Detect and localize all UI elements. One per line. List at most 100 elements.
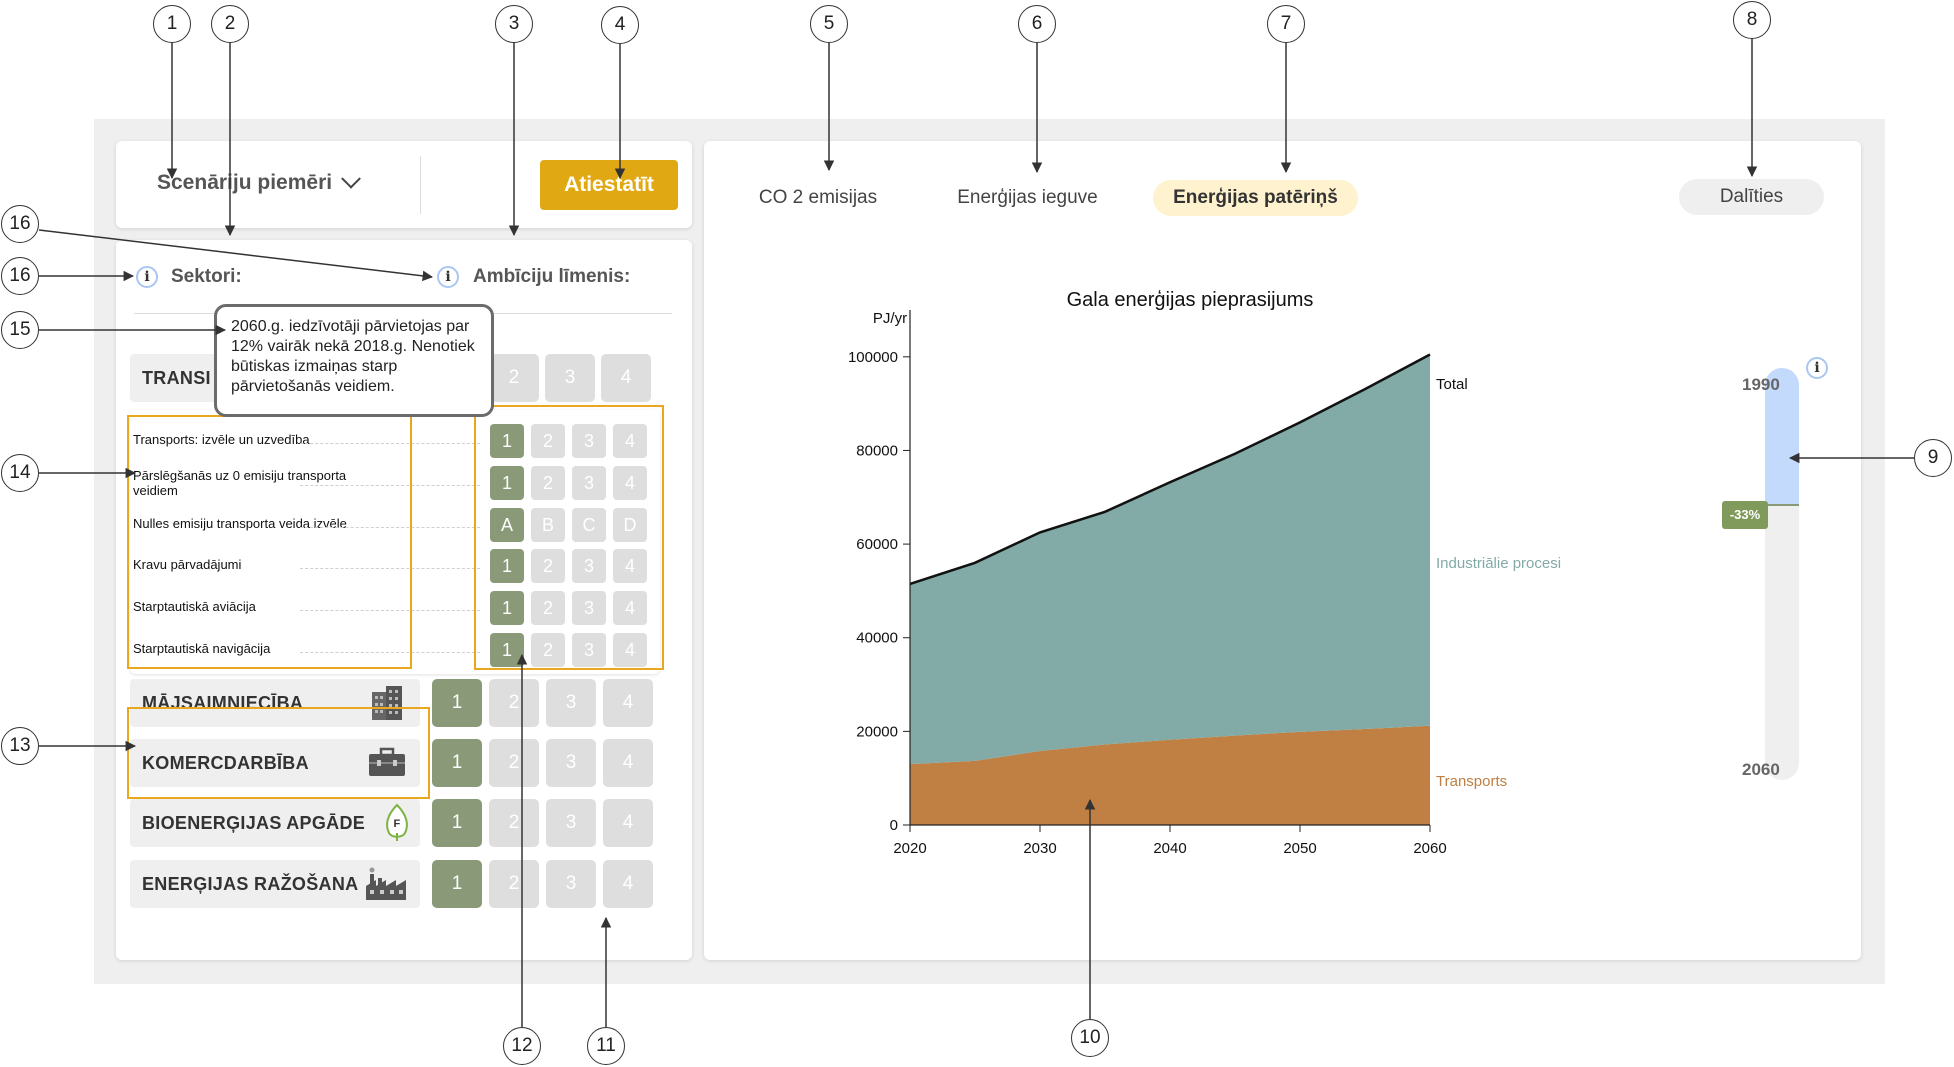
subitem-dotted-line [300, 443, 480, 444]
transport-subitem-level[interactable]: 3 [572, 633, 606, 667]
callout-marker: 9 [1914, 439, 1952, 477]
industry-area [910, 354, 1430, 765]
scenario-dropdown[interactable]: Scenāriju piemēri [157, 168, 361, 195]
sector-level-button[interactable]: 4 [603, 860, 653, 908]
sector-bioenergy-button[interactable]: BIOENERĢIJAS APGĀDE F [130, 799, 420, 847]
transport-subitem-level[interactable]: 2 [531, 633, 565, 667]
transport-subitem-level[interactable]: 2 [531, 466, 565, 500]
callout-marker: 10 [1071, 1019, 1109, 1057]
scenario-dropdown-label: Scenāriju piemēri [157, 171, 333, 194]
transport-subitem-level[interactable]: 4 [613, 549, 647, 583]
x-tick-label: 2020 [893, 840, 926, 857]
transport-subitem-level[interactable]: 4 [613, 424, 647, 458]
subitem-dotted-line [300, 610, 480, 611]
sector-level-button[interactable]: 1 [432, 679, 482, 727]
legend-total: Total [1436, 376, 1468, 393]
callout-marker: 1 [153, 5, 191, 43]
divider [420, 156, 421, 214]
transport-subitem-level[interactable]: D [613, 508, 647, 542]
reset-button[interactable]: Atiestatīt [540, 160, 678, 210]
transport-subitem-level[interactable]: A [490, 508, 524, 542]
transport-subitem-level[interactable]: 1 [490, 424, 524, 458]
sector-commerce-button[interactable]: KOMERCDARBĪBA [130, 739, 420, 787]
sector-level-button[interactable]: 1 [432, 739, 482, 787]
transport-subitem-level[interactable]: 1 [490, 466, 524, 500]
gauge-value-badge[interactable]: -33% [1722, 500, 1768, 529]
tab-energy-consumption[interactable]: Enerģijas patēriņš [1153, 180, 1358, 216]
transport-subitem-level[interactable]: 4 [613, 633, 647, 667]
callout-marker: 6 [1018, 5, 1056, 43]
transport-subitem-level[interactable]: 4 [613, 591, 647, 625]
transport-area [910, 725, 1430, 825]
sector-level-button[interactable]: 2 [489, 799, 539, 847]
tab-energy-supply[interactable]: Enerģijas ieguve [940, 180, 1115, 216]
y-tick-label: 100000 [848, 349, 898, 366]
transport-level-4[interactable]: 4 [601, 354, 651, 402]
gauge-fill [1765, 368, 1799, 504]
transport-subitem-label: Kravu pārvadājumi [133, 557, 242, 572]
y-tick-label: 80000 [856, 442, 898, 459]
gauge-marker-line [1765, 503, 1799, 506]
transport-subitem-level[interactable]: 1 [490, 591, 524, 625]
briefcase-icon [369, 747, 405, 776]
share-button-label: Dalīties [1719, 186, 1784, 207]
legend-industry: Industriālie procesi [1436, 555, 1561, 572]
tooltip-text: 2060.g. iedzīvotāji pārvietojas par 12% … [231, 318, 475, 395]
sector-level-button[interactable]: 2 [489, 679, 539, 727]
x-tick-label: 2050 [1283, 840, 1316, 857]
x-tick-label: 2030 [1023, 840, 1056, 857]
callout-marker: 5 [810, 5, 848, 43]
callout-marker: 3 [495, 5, 533, 43]
ambition-info-icon[interactable]: i [437, 266, 459, 288]
transport-subitem-level[interactable]: 3 [572, 591, 606, 625]
gauge-info-icon[interactable]: i [1806, 357, 1828, 379]
transport-subitem-label: Starptautiskā aviācija [133, 599, 256, 614]
sector-transport-label: TRANSI [142, 367, 211, 388]
y-tick-label: 60000 [856, 536, 898, 553]
share-button[interactable]: Dalīties [1679, 179, 1824, 215]
reset-button-label: Atiestatīt [564, 173, 654, 196]
sector-level-button[interactable]: 3 [546, 739, 596, 787]
sector-level-button[interactable]: 1 [432, 799, 482, 847]
subitem-dotted-line [300, 485, 480, 486]
sector-level-button[interactable]: 2 [489, 739, 539, 787]
x-tick-label: 2060 [1413, 840, 1446, 857]
callout-marker: 12 [503, 1027, 541, 1065]
commerce-highlight [127, 707, 430, 799]
subitem-dotted-line [300, 652, 480, 653]
callout-marker: 16 [1, 205, 39, 243]
sector-level-button[interactable]: 3 [546, 679, 596, 727]
leaf-icon: F [386, 803, 408, 841]
subitem-dotted-line [300, 527, 480, 528]
sector-level-button[interactable]: 4 [603, 739, 653, 787]
sector-energy-production-button[interactable]: ENERĢIJAS RAŽOŠANA [130, 860, 420, 908]
sector-level-button[interactable]: 3 [546, 860, 596, 908]
y-axis-label: PJ/yr [873, 310, 907, 327]
transport-subitem-level[interactable]: 2 [531, 549, 565, 583]
transport-subitem-level[interactable]: 1 [490, 549, 524, 583]
transport-subitem-level[interactable]: 4 [613, 466, 647, 500]
transport-level-3[interactable]: 3 [545, 354, 595, 402]
transport-subitem-level[interactable]: 3 [572, 549, 606, 583]
transport-subitem-level[interactable]: 2 [531, 424, 565, 458]
callout-marker: 4 [601, 6, 639, 44]
sector-level-button[interactable]: 1 [432, 860, 482, 908]
callout-marker: 15 [1, 311, 39, 349]
factory-icon [366, 867, 406, 900]
tab-co2[interactable]: CO 2 emisijas [745, 180, 891, 216]
sector-level-button[interactable]: 3 [546, 799, 596, 847]
transport-subitem-level[interactable]: 3 [572, 466, 606, 500]
sector-level-button[interactable]: 4 [603, 799, 653, 847]
transport-subitem-level[interactable]: 3 [572, 424, 606, 458]
transport-subpanel [130, 410, 660, 674]
transport-subitem-level[interactable]: B [531, 508, 565, 542]
chart-title: Gala enerģijas pieprasijums [1067, 289, 1314, 311]
sector-bioenergy-label: BIOENERĢIJAS APGĀDE [142, 812, 366, 833]
transport-subitem-level[interactable]: 2 [531, 591, 565, 625]
sector-level-button[interactable]: 4 [603, 679, 653, 727]
transport-subitem-level[interactable]: C [572, 508, 606, 542]
transport-level-2[interactable]: 2 [489, 354, 539, 402]
callout-marker: 14 [1, 454, 39, 492]
sector-level-button[interactable]: 2 [489, 860, 539, 908]
